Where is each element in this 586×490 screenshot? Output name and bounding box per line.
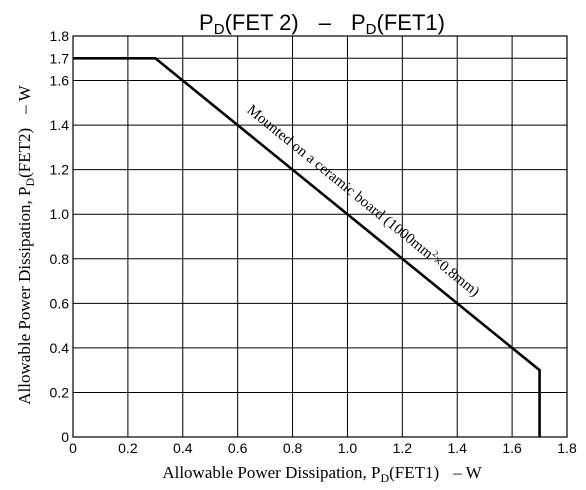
y-tick-label: 0.4 xyxy=(50,340,70,356)
grid xyxy=(72,35,568,438)
x-axis-label: Allowable Power Dissipation, PD(FET1) – W xyxy=(162,463,482,485)
y-tick-label: 0.2 xyxy=(50,384,70,400)
y-axis-label: Allowable Power Dissipation, PD(FET2)– W xyxy=(15,84,37,404)
y-tick-label: 1.7 xyxy=(50,50,70,66)
y-tick-label: 0.8 xyxy=(50,251,70,267)
annotation-label: Mounted on a ceramic board (1000mm2×0.8m… xyxy=(244,101,484,301)
tick-labels: 0 0.2 0.4 0.6 0.8 1.0 1.2 1.4 1.6 1.8 0 0.2 0.4 0.6 0.… xyxy=(50,28,577,456)
y-tick-label: 1.8 xyxy=(50,28,70,44)
series-line xyxy=(73,56,541,437)
y-tick-label: 0.6 xyxy=(50,295,70,311)
x-tick-label: 0.4 xyxy=(173,440,193,456)
plot-frame xyxy=(72,35,568,438)
x-tick-label: 1.6 xyxy=(502,440,522,456)
x-tick-label: 1.0 xyxy=(338,440,358,456)
x-tick-label: 0.8 xyxy=(283,440,303,456)
y-tick-label: 1.2 xyxy=(50,162,70,178)
x-tick-label: 1.4 xyxy=(447,440,467,456)
y-tick-label: 1.0 xyxy=(50,206,70,222)
x-tick-label: 0.2 xyxy=(118,440,138,456)
x-tick-label: 1.8 xyxy=(557,440,577,456)
y-tick-label: 1.4 xyxy=(50,117,70,133)
y-tick-label: 1.6 xyxy=(50,73,70,89)
x-tick-label: 0.6 xyxy=(228,440,248,456)
x-tick-label: 0 xyxy=(69,440,77,456)
series-layer xyxy=(73,56,541,437)
y-tick-label: 0 xyxy=(61,429,69,445)
x-tick-label: 1.2 xyxy=(393,440,413,456)
chart-title: PD(FET 2) – PD(FET1) xyxy=(199,10,445,38)
